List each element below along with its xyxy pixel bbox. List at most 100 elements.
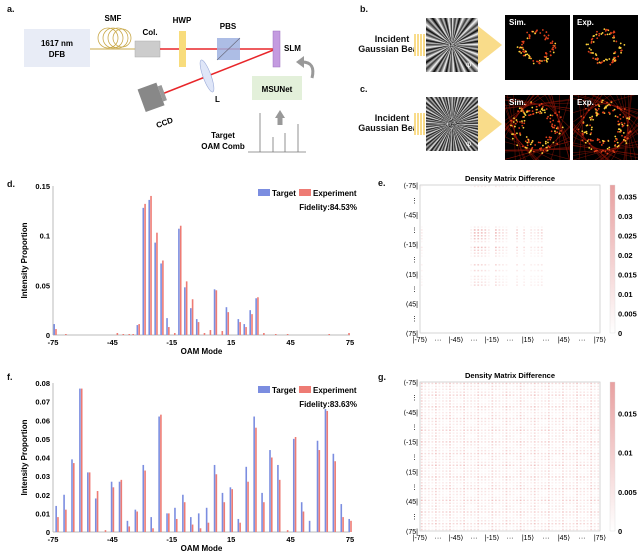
heatmap-cell [420,229,423,231]
y-tick-label: ⋮ [411,425,418,432]
heatmap-cell [505,441,508,443]
heatmap-cell [537,449,540,452]
heatmap-cell [442,528,444,531]
heatmap-cell [597,429,600,431]
heatmap-cell [445,517,448,519]
heatmap-cell [569,426,571,429]
heatmap-cell [484,246,487,249]
heatmap-cell [480,229,483,231]
heatmap-cell [565,409,568,411]
speckle [510,124,512,127]
heatmap-cell [480,490,483,493]
heatmap-cell [537,232,540,234]
colorbar-tick-label: 0.01 [618,449,633,458]
experiment-bar [185,281,188,335]
speckle [582,133,584,136]
speckle [530,141,533,144]
heatmap-cell [555,382,557,385]
heatmap-cell [544,388,547,391]
heatmap-cell [463,455,465,458]
speckle [581,139,584,142]
heatmap-cell [463,423,465,426]
heatmap-cell [498,528,501,531]
heatmap-cell [572,458,575,461]
heatmap-cell [583,476,585,478]
heatmap-cell [523,426,525,429]
heatmap-cell [487,484,490,487]
heatmap-cell [484,508,487,510]
heatmap-cell [477,476,480,478]
speckle [594,53,597,55]
heatmap-cell [449,435,451,437]
heatmap-cell [484,235,487,237]
colorbar-tick-label: 0.01 [618,290,633,299]
heatmap-cell [505,426,508,429]
heatmap-cell [579,391,582,393]
heatmap-cell [477,517,480,519]
heatmap-cell [420,394,423,396]
heatmap-cell [424,484,427,487]
heatmap-cell [565,479,568,481]
heatmap-cell [449,520,451,522]
speckle [526,31,529,34]
experiment-bar [350,520,352,532]
heatmap-cell [420,505,423,507]
heatmap-cell [495,275,497,278]
heatmap-cell [540,487,543,490]
heatmap-cell [540,403,543,405]
heatmap-cell [537,429,540,431]
heatmap-cells [420,382,600,531]
heatmap-cell [498,525,501,528]
heatmap-cell [435,467,437,469]
heatmap-cell [512,470,515,472]
heatmap-cell [512,438,515,440]
heatmap-cell [512,391,515,393]
heatmap-cell [463,397,465,399]
heatmap-cell [555,493,557,496]
experiment-bar [245,327,247,335]
speckle [540,149,542,152]
heatmap-cell [562,391,564,393]
heatmap-cell [569,403,571,405]
heatmap-cell [477,240,480,243]
panel-label-a: a. [7,4,15,14]
heatmap-cell [555,441,557,443]
speckle [550,136,553,139]
speckle [612,109,615,112]
heatmap-cell [512,414,515,417]
heatmap-cell [537,464,540,466]
speckle [618,47,621,49]
heatmap-cell [463,441,465,443]
heatmap-cell [540,232,543,234]
heatmap-cell [597,403,600,405]
heatmap-cell [484,525,487,528]
heatmap-cell [516,470,518,472]
target-bar [316,440,319,532]
heatmap-cell [519,505,522,507]
heatmap-cell [558,435,561,437]
heatmap-cell [438,394,441,396]
heatmap-cell [424,458,427,461]
heatmap-cell [593,420,596,423]
heatmap-cell [537,417,540,420]
experiment-bar [160,414,162,532]
heatmap-cell [449,482,451,484]
experiment-bar [334,461,336,532]
speckle [526,37,529,40]
heatmap-cell [473,496,476,499]
heatmap-cell [505,397,508,399]
heatmap-cell [463,499,465,502]
heatmap-cell [583,499,585,502]
heatmap-cells [420,185,543,286]
heatmap-cell [495,487,497,490]
heatmap-cell [523,397,525,399]
heatmap-cell [487,409,490,411]
heatmap-cell [533,528,536,531]
heatmap-cell [435,406,437,408]
heatmap-cell [420,464,423,466]
heatmap-cell [491,473,494,475]
heatmap-cell [466,505,469,507]
heatmap-cell [519,452,522,455]
speckle [613,40,615,42]
heatmap-cell [420,264,423,266]
